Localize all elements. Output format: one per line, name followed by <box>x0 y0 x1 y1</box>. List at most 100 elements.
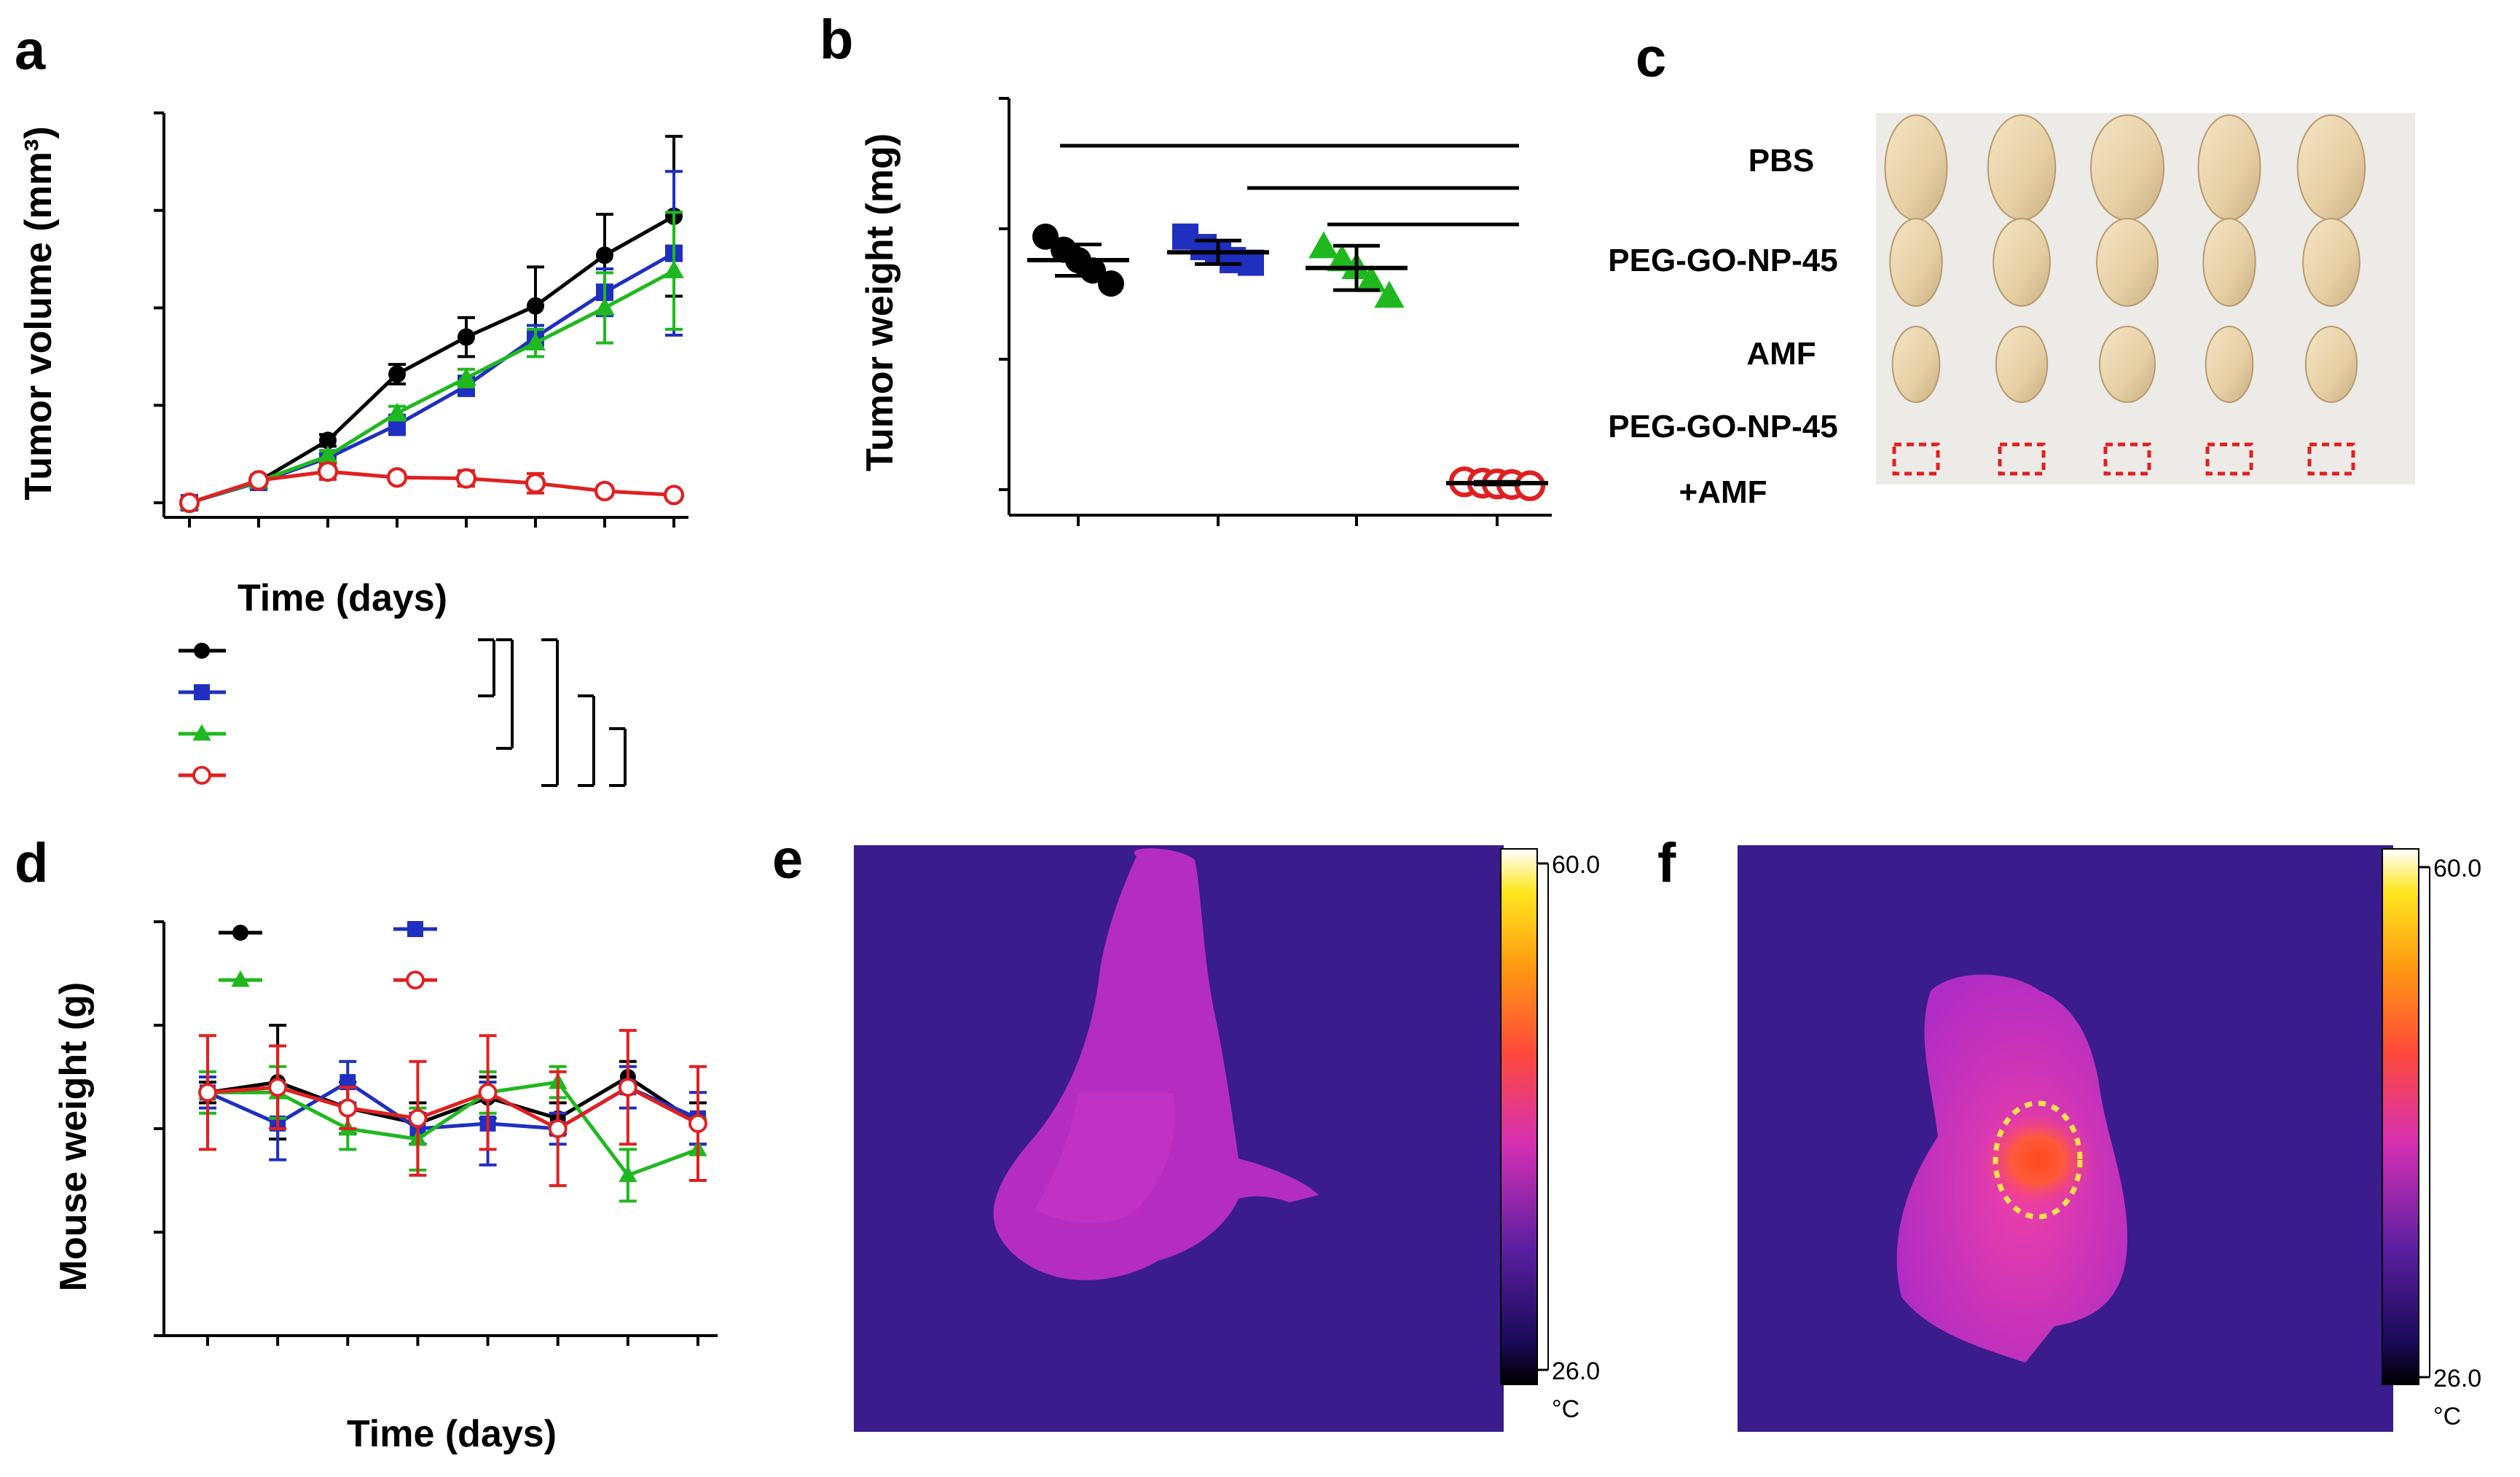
tumor-row-label-pbs: PBS <box>1748 143 1814 179</box>
panel-letter-f: f <box>1657 832 1676 894</box>
chart-b-point-peg-go-np-45-amf <box>1514 470 1546 501</box>
panel-letter-e: e <box>772 828 803 890</box>
panel-letter-c: c <box>1636 27 1666 89</box>
chart-d-legend <box>219 921 437 990</box>
chart-d-line-amf <box>208 1080 699 1178</box>
chart-a-legend <box>178 643 226 785</box>
chart-a-point-pbs <box>388 365 406 383</box>
empty-tumor-marker <box>1998 442 2046 476</box>
tumor-specimen <box>2099 326 2156 403</box>
legend-a-marker-amf <box>192 724 211 741</box>
chart-d-mouse-weight: Time (days) Mouse weight (g) <box>52 920 718 1455</box>
chart-a-series-pbs <box>181 135 683 512</box>
chart-d-point-peg-go-np-45-amf <box>478 1083 498 1102</box>
colorbar-min-label-f: 26.0 <box>2433 1365 2481 1392</box>
chart-b-point-amf <box>1374 281 1405 308</box>
chart-a-point-peg-go-np-45-amf <box>594 480 616 502</box>
chart-a-point-peg-go-np-45-amf <box>663 485 685 506</box>
legend-a-marker-peg-go-np-45 <box>194 684 210 700</box>
panel-letter-d: d <box>15 832 48 894</box>
empty-tumor-marker <box>2103 442 2151 476</box>
chart-a-point-amf <box>318 445 338 463</box>
chart-b-group-peg-go-np-45-amf <box>1446 466 1548 501</box>
tumor-specimen <box>2304 326 2358 403</box>
colorbar-f <box>2382 848 2419 1385</box>
chart-d-series <box>198 1024 707 1203</box>
hotspot-f <box>1979 1109 2096 1211</box>
chart-a-point-peg-go-np-45-amf <box>178 492 200 514</box>
chart-d-axes <box>154 920 718 1346</box>
chart-a-point-peg-go-np-45-amf <box>248 470 270 491</box>
chart-a-point-peg-go-np-45-amf <box>317 461 339 482</box>
chart-a-point-amf <box>456 367 476 385</box>
legend-d-marker-peg-go-np-45 <box>407 921 423 937</box>
tumor-row-label-combo-line2: +AMF <box>1679 474 1767 510</box>
tumor-specimen <box>1993 218 2051 307</box>
chart-a-point-peg-go-np-45-amf <box>525 473 546 494</box>
chart-d-line-pbs <box>207 1075 699 1126</box>
chart-b-group-pbs <box>1027 223 1129 297</box>
chart-d-point-peg-go-np-45-amf <box>408 1108 428 1128</box>
tumor-specimen <box>2205 326 2254 403</box>
chart-b-point-amf <box>1327 244 1357 272</box>
chart-d-point-peg-go-np-45-amf <box>268 1078 288 1097</box>
empty-tumor-marker <box>1892 442 1940 476</box>
legend-a-marker-pbs <box>194 643 210 659</box>
chart-a-point-pbs <box>319 431 337 450</box>
chart-b-point-pbs <box>1098 270 1124 297</box>
chart-a-line-peg-go-np-45-amf <box>189 469 675 505</box>
colorbar-max-label-e: 60.0 <box>1552 851 1600 879</box>
chart-b-axes <box>999 97 1552 526</box>
chart-a-point-pbs <box>527 297 544 315</box>
chart-a-point-pbs <box>458 328 475 346</box>
chart-d-ylabel: Mouse weight (g) <box>52 982 95 1292</box>
tumor-specimen <box>1889 218 1943 307</box>
chart-a-tumor-volume: Time (days) Tumor volume (mm³) <box>17 111 688 619</box>
chart-d-point-amf <box>619 1165 637 1183</box>
panel-letter-b: b <box>820 9 853 71</box>
chart-d-point-peg-go-np-45-amf <box>198 1083 217 1102</box>
legend-d-marker-pbs <box>232 925 248 941</box>
chart-a-point-amf <box>525 332 546 350</box>
tumor-specimen <box>1891 326 1941 403</box>
chart-a-point-peg-go-np-45-amf <box>455 468 477 489</box>
tumor-row-label-combo-line1: PEG-GO-NP-45 <box>1608 409 1837 444</box>
chart-b-series <box>1027 223 1548 501</box>
chart-b-group-amf <box>1306 231 1408 308</box>
legend-d-marker-peg-go-np-45-amf <box>406 971 425 990</box>
chart-a-point-amf <box>387 402 407 421</box>
empty-tumor-marker <box>2307 442 2355 476</box>
chart-d-series-peg-go-np-45-amf <box>198 1029 707 1188</box>
chart-d-point-peg-go-np-45-amf <box>338 1098 358 1118</box>
chart-a-significance <box>478 638 627 787</box>
tumor-specimen <box>2302 218 2360 307</box>
chart-b-point-amf <box>1356 265 1386 292</box>
tumor-photo-panel: PBS PEG-GO-NP-45 AMF PEG-GO-NP-45 +AMF <box>1608 113 2415 510</box>
mouse-body-shade-e <box>1035 1093 1175 1223</box>
chart-b-point-pbs <box>1032 223 1059 250</box>
tumor-photo-specimens <box>1884 114 2366 476</box>
chart-d-point-peg-go-np-45-amf <box>618 1078 637 1097</box>
tumor-specimen <box>1884 114 1948 221</box>
chart-b-significance <box>1060 144 1519 227</box>
tumor-specimen <box>2296 114 2366 221</box>
chart-a-point-amf <box>594 297 615 316</box>
tumor-specimen <box>1995 326 2049 403</box>
chart-a-xlabel: Time (days) <box>238 577 447 619</box>
colorbar-e <box>1500 848 1538 1385</box>
tumor-specimen <box>1987 114 2057 221</box>
tumor-row-label-amf: AMF <box>1746 336 1816 372</box>
chart-d-point-peg-go-np-45-amf <box>548 1119 568 1138</box>
tumor-row-label-peg-go-np-45: PEG-GO-NP-45 <box>1608 243 1837 278</box>
chart-d-point-peg-go-np-45-amf <box>688 1113 707 1133</box>
chart-b-group-peg-go-np-45 <box>1167 223 1269 276</box>
colorbar-unit-e: °C <box>1552 1395 1579 1423</box>
tumor-specimen <box>2202 218 2256 307</box>
legend-a-marker-peg-go-np-45-amf <box>192 766 211 785</box>
tumor-specimen <box>2090 114 2164 221</box>
chart-a-point-amf <box>664 260 684 278</box>
chart-b-point-amf <box>1308 231 1339 259</box>
panel-letter-a: a <box>15 20 46 82</box>
thermal-image-e: 60.0 26.0 °C <box>854 845 1600 1432</box>
